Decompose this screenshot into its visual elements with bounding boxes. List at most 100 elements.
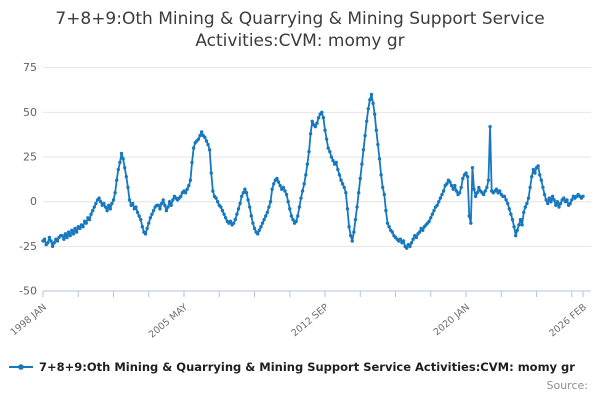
series-marker [70,228,74,232]
series-marker [546,201,550,206]
x-tick-label: 1998 JAN [9,302,49,338]
x-tick-labels: 1998 JAN 2005 MAY 2012 SEP 2020 JAN 2026 FEB [9,302,589,341]
series-marker [204,139,209,143]
series-marker [241,191,245,195]
series-marker [385,221,390,225]
x-ticks [42,291,584,297]
series-marker [251,221,255,225]
series-marker [339,178,343,182]
series-marker [289,214,294,218]
series-marker [248,205,252,209]
series-marker [239,194,244,199]
y-tick-label: 25 [23,151,37,164]
series-marker [89,212,93,216]
x-tick-label: 2012 SEP [289,302,331,339]
series-marker [203,135,207,140]
series-marker [78,226,82,231]
series-marker [246,198,250,202]
series-marker [326,146,330,150]
series-marker [526,196,531,200]
series-marker [185,187,189,191]
series-marker [340,182,345,186]
series-marker [228,219,233,224]
series-marker [46,241,50,245]
series-marker [358,176,362,181]
legend-line-marker-icon [9,364,33,370]
y-tick-labels: 75 50 25 0 -25 -50 [19,61,37,297]
series-marker [465,174,470,179]
series-marker [523,205,528,209]
series-marker [505,201,510,206]
series-marker [123,166,127,170]
series-marker [284,192,289,197]
series-marker [531,167,536,172]
series-marker [405,246,409,250]
series-marker [387,225,391,229]
series-marker [449,183,454,188]
series-marker [148,216,153,220]
series-marker [116,167,121,172]
series-marker [190,160,194,165]
series-marker [384,208,388,213]
x-tick-label: 2026 FEB [547,302,589,339]
series-marker [472,187,476,191]
series-marker [113,191,117,195]
series-marker [448,180,452,184]
series-marker [324,137,329,141]
series-marker [65,235,69,240]
series-marker [294,219,298,224]
series-marker [283,189,287,193]
series-marker [430,212,435,216]
series-marker [281,185,286,190]
series-marker [469,221,473,225]
series-marker [134,205,138,209]
series-marker [486,178,491,182]
series-marker [60,233,64,238]
series-marker [233,217,237,222]
series-marker [432,208,436,213]
series-marker [135,210,140,215]
series-marker [541,185,545,190]
series-marker [300,189,305,193]
series-marker [272,182,276,186]
series-marker [169,203,173,207]
series-marker [257,228,262,232]
series-marker [328,149,332,154]
series-marker [417,230,422,234]
series-marker [547,196,552,200]
series-marker [507,207,511,211]
series-marker [429,216,433,220]
series-marker [414,235,419,240]
series-marker [381,185,385,190]
series-marker [167,200,172,204]
series-marker [316,116,321,120]
series-marker [110,201,114,206]
series-marker [179,194,183,199]
y-tick-label: 75 [23,61,37,74]
series-marker [473,194,478,199]
series-marker [550,194,555,199]
series-marker [408,244,412,249]
series-marker [518,217,523,222]
series-marker [286,200,290,204]
series-marker [382,192,387,197]
series-marker [497,189,502,193]
series-marker [356,191,361,195]
legend-label: 7+8+9:Oth Mining & Quarrying & Mining Su… [39,360,575,374]
series-marker [163,203,167,207]
series-marker [243,187,247,191]
series-marker [536,164,540,168]
series-marker [304,173,308,177]
series-marker [515,228,519,232]
series-marker [411,237,415,241]
series-marker [435,203,439,207]
series-marker [166,205,170,209]
series-marker [517,223,521,227]
series-marker [299,196,303,200]
series-marker [352,230,356,234]
series-marker [81,225,85,229]
series-marker [372,112,377,116]
series-marker [398,237,403,241]
series-marker [366,107,370,111]
series-marker [97,196,101,200]
